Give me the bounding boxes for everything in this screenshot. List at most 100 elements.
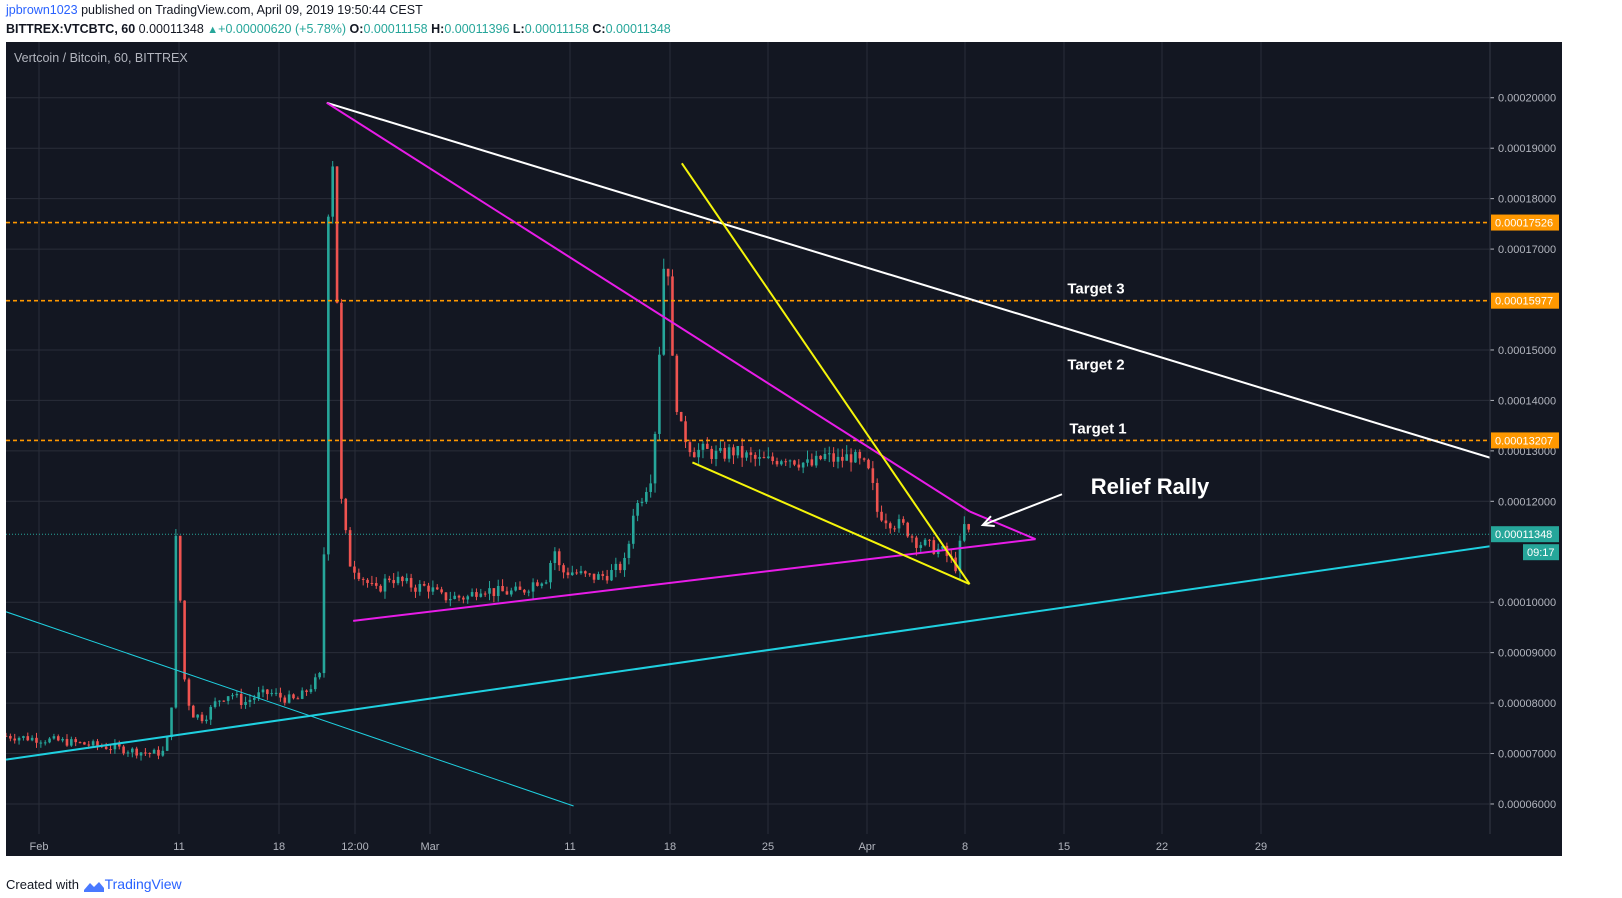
open-value: 0.00011158 [363,22,428,36]
candle-body [239,693,243,705]
candles [6,160,970,761]
candle-body [279,692,282,698]
candle-body [427,585,430,592]
publish-info: published on TradingView.com, April 09, … [77,3,423,17]
candle-body [331,166,334,217]
candle-body [871,468,875,483]
candle-body [714,450,718,459]
candle-body [396,576,400,584]
candle-body [958,540,962,572]
candle-body [6,735,8,737]
candle-body [662,268,666,355]
candle-body [906,522,909,537]
candle-body [144,752,147,754]
candle-body [131,748,134,753]
candle-body [261,689,265,693]
y-tick-label: 0.00019000 [1498,143,1556,155]
candle-body [357,572,361,579]
candle-body [893,528,896,530]
candle-body [496,586,500,597]
trendline-cyan [6,611,574,807]
x-tick-label: 12:00 [341,841,369,853]
x-tick-label: 29 [1255,841,1267,853]
y-tick-label: 0.00013000 [1498,446,1556,458]
candle-body [292,694,295,699]
candle-body [570,572,574,576]
candle-body [505,591,509,595]
candle-body [200,714,204,722]
candle-body [26,736,30,741]
candle-body [56,736,60,741]
tradingview-brand[interactable]: TradingView [104,876,182,892]
candle-body [775,461,779,465]
y-tick-label: 0.00006000 [1498,799,1556,811]
candle-body [122,746,125,754]
candle-body [327,216,330,555]
symbol-ohlc-line: BITTREX:VTCBTC, 60 0.00011348 ▲+0.000006… [6,22,671,36]
candle-body [257,692,260,698]
candle-body [457,595,461,598]
candle-body [745,452,748,458]
y-tick-label: 0.00020000 [1498,93,1556,105]
candle-body [518,586,522,590]
candle-body [30,737,34,741]
candle-body [440,589,443,593]
candle-body [104,746,108,750]
candle-body [697,449,700,458]
candle-body [793,460,796,465]
candle-body [170,707,173,738]
candle-body [305,690,308,692]
candle-body [614,563,618,571]
candle-body [218,700,221,702]
footer-credit: Created with TradingView [6,876,182,893]
candle-body [706,443,709,449]
candle-body [797,464,801,468]
x-tick-label: 11 [173,841,184,853]
author-link[interactable]: jpbrown1023 [6,3,78,17]
candle-body [827,453,831,455]
candle-body [854,451,857,463]
candle-body [649,483,652,492]
candle-body [780,461,783,465]
candle-body [588,573,592,575]
countdown-badge [1523,544,1559,561]
candle-body [361,578,365,580]
y-tick-label: 0.00008000 [1498,698,1556,710]
candle-body [605,575,609,581]
candle-body [810,459,814,466]
candle-body [849,454,853,463]
candle-body [61,739,64,741]
candle-body [449,599,452,601]
candle-body [300,690,304,699]
close-label: C: [592,22,606,36]
candle-body [684,421,687,443]
high-label: H: [431,22,445,36]
candle-body [888,523,892,529]
candle-body [841,456,844,461]
trendline-magenta [353,538,1036,622]
candle-body [575,572,578,574]
x-tick-label: 11 [564,841,575,853]
candle-body [318,673,321,678]
candle-body [9,735,12,739]
candle-body [287,694,291,703]
candle-body [383,578,387,592]
level-price-label: 0.00017526 [1495,218,1553,230]
x-tick-label: Feb [30,841,49,853]
candle-body [631,515,635,544]
candle-body [736,446,740,456]
candle-body [388,578,391,581]
candle-body [579,571,583,574]
level-price-label: 0.00013207 [1495,435,1553,447]
candle-body [584,571,587,574]
candle-body [671,276,674,356]
candle-body [814,455,818,466]
tradingview-logo-icon [83,881,104,892]
candle-body [348,530,352,567]
last-price-badge [1491,526,1559,543]
candle-body [226,696,230,701]
candle-body [862,458,866,460]
level-price-badge [1491,432,1559,449]
x-tick-label: 8 [962,841,968,853]
